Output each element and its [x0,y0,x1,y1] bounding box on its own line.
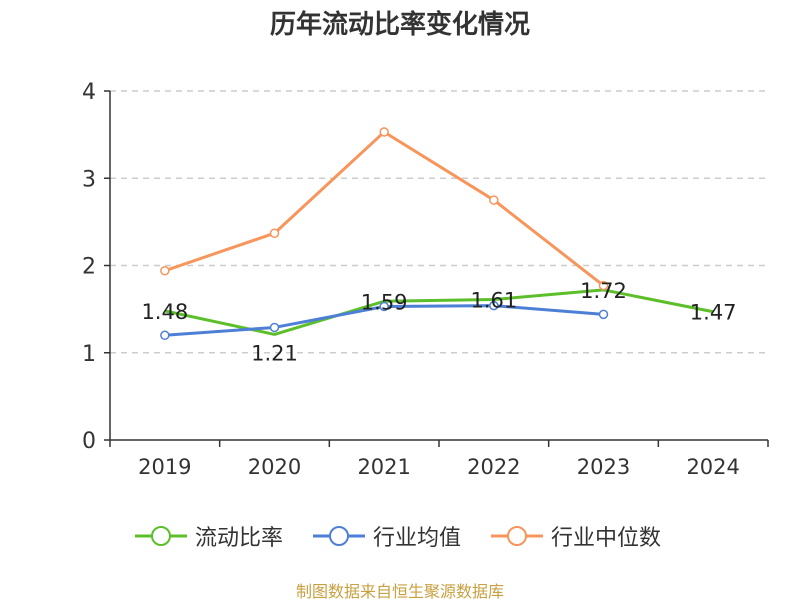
grid-lines [110,90,768,354]
series-point [598,280,609,291]
series-point [379,301,389,312]
series-line [164,130,605,287]
legend-swatch-industry-mean [313,526,365,546]
legend-label-current-ratio: 流动比率 [195,526,284,551]
data-label: 1.48 [141,300,188,324]
series-point [489,300,499,311]
x-tick-label: 2022 [467,455,520,479]
series-lines [160,127,714,341]
legend-item-industry-median[interactable]: 行业中位数 [489,520,661,552]
x-tick-label: 2024 [686,455,739,479]
series-point [160,330,170,341]
y-tick-label: 0 [82,429,96,454]
y-tick-label: 4 [82,80,96,105]
series-point [379,127,389,137]
series-line [164,288,714,336]
chart-title: 历年流动比率变化情况 [269,10,530,40]
series-point [489,195,499,205]
legend-label-industry-mean: 行业均值 [373,526,462,551]
axes: 0 1 2 3 4 2019 2020 2021 2022 2023 2024 [82,80,769,479]
data-label: 1.61 [470,289,517,313]
data-label: 1.72 [580,279,627,303]
series-point [598,309,609,320]
source-note: 制图数据来自恒生聚源数据库 [295,582,504,601]
legend-swatch-industry-median [491,526,543,546]
series-point [269,322,280,333]
x-tick-label: 2023 [577,455,630,479]
data-label: 1.59 [361,290,408,314]
legend-label-industry-median: 行业中位数 [551,526,662,551]
x-tick-label: 2020 [248,455,301,479]
series-point [269,228,280,238]
data-labels: 1.48 1.21 1.59 1.61 1.72 1.47 [141,279,736,365]
y-tick-label: 3 [82,167,96,192]
legend-item-industry-mean[interactable]: 行业均值 [311,520,461,552]
legend-item-current-ratio[interactable]: 流动比率 [133,520,283,552]
series-point [160,265,170,276]
legend-swatch-current-ratio [135,526,187,546]
y-tick-label: 2 [82,255,96,280]
y-tick-label: 1 [82,342,96,367]
x-tick-label: 2021 [357,455,410,479]
x-tick-label: 2019 [138,455,191,479]
data-label: 1.47 [690,301,737,325]
data-label: 1.21 [251,341,298,365]
